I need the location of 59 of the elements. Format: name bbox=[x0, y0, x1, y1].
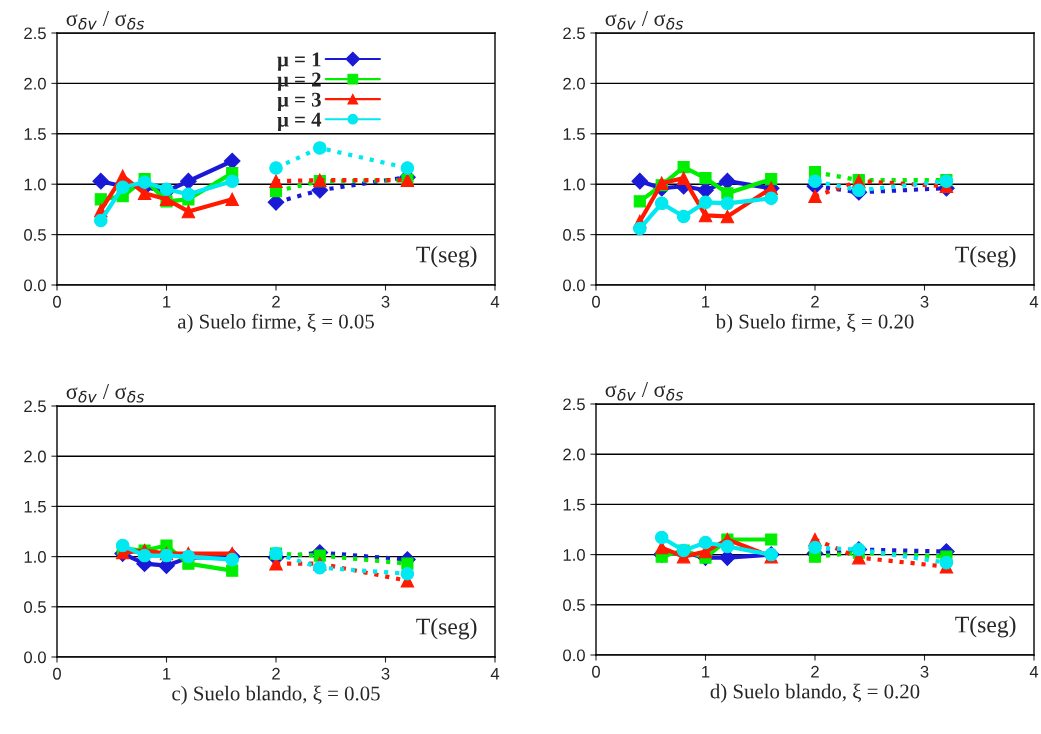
x-tick-label: 0 bbox=[53, 667, 61, 680]
y-tick-label: 0.0 bbox=[24, 651, 46, 664]
y-tick-label: 1.0 bbox=[24, 551, 46, 563]
y-tick-label: 0.5 bbox=[563, 229, 585, 241]
y-tick-label: 0.5 bbox=[563, 599, 585, 611]
annotation: T(seg) bbox=[955, 245, 1016, 268]
y-axis-title: σ$_{δv}$ / σ$_{δs}$ bbox=[66, 384, 145, 403]
y-tick-label: 2.0 bbox=[24, 77, 46, 90]
x-tick-label: 3 bbox=[381, 667, 390, 680]
x-tick-label: 1 bbox=[163, 668, 171, 680]
y-tick-label: 2.5 bbox=[24, 400, 46, 413]
y-tick-label: 0.0 bbox=[24, 279, 46, 292]
x-tick-label: 2 bbox=[272, 667, 280, 680]
x-tick-label: 1 bbox=[163, 296, 171, 308]
annotation: T(seg) bbox=[955, 615, 1016, 638]
x-tick-label: 0 bbox=[592, 665, 600, 678]
y-tick-label: 1.0 bbox=[563, 549, 585, 561]
y-tick-label: 0.0 bbox=[563, 649, 585, 662]
annotation: T(seg) bbox=[416, 617, 477, 640]
y-tick-label: 1.5 bbox=[24, 500, 46, 513]
y-axis-title: σ$_{δv}$ / σ$_{δs}$ bbox=[605, 382, 684, 401]
legend-label: μ = 4 bbox=[277, 112, 322, 131]
y-tick-label: 2.5 bbox=[24, 27, 46, 40]
x-axis-title: c) Suelo blando, ξ = 0.05 bbox=[172, 685, 380, 705]
x-tick-label: 4 bbox=[1029, 296, 1039, 308]
x-tick-label: 1 bbox=[702, 296, 710, 308]
legend-label: μ = 1 bbox=[277, 52, 321, 71]
y-tick-label: 2.0 bbox=[24, 450, 46, 463]
y-tick-label: 0.5 bbox=[24, 601, 46, 613]
y-tick-label: 0.0 bbox=[563, 279, 585, 292]
legend-label: μ = 3 bbox=[277, 92, 321, 111]
x-tick-label: 2 bbox=[272, 295, 280, 308]
x-tick-label: 3 bbox=[920, 295, 929, 308]
y-tick-label: 1.5 bbox=[563, 498, 585, 511]
y-tick-label: 1.0 bbox=[563, 178, 585, 191]
x-tick-label: 2 bbox=[811, 295, 819, 308]
y-axis-title: σ$_{δv}$ / σ$_{δs}$ bbox=[66, 11, 145, 30]
x-axis-title: a) Suelo firme, ξ = 0.05 bbox=[177, 313, 374, 333]
y-tick-label: 1.5 bbox=[24, 128, 46, 140]
x-tick-label: 0 bbox=[53, 295, 61, 308]
x-tick-label: 0 bbox=[592, 295, 600, 308]
x-tick-label: 4 bbox=[490, 296, 500, 308]
y-tick-label: 1.5 bbox=[563, 128, 585, 140]
y-tick-label: 2.0 bbox=[563, 77, 585, 90]
x-tick-label: 3 bbox=[920, 665, 929, 678]
y-axis-title: σ$_{δv}$ / σ$_{δs}$ bbox=[605, 11, 684, 30]
x-tick-label: 2 bbox=[811, 665, 819, 678]
y-tick-label: 2.0 bbox=[563, 448, 585, 461]
y-tick-label: 1.0 bbox=[24, 178, 46, 191]
x-tick-label: 3 bbox=[381, 295, 390, 308]
y-tick-label: 2.5 bbox=[563, 398, 585, 411]
y-tick-label: 2.5 bbox=[563, 27, 585, 40]
x-axis-title: b) Suelo firme, ξ = 0.20 bbox=[715, 313, 914, 333]
x-tick-label: 4 bbox=[1029, 666, 1039, 678]
x-tick-label: 1 bbox=[702, 666, 710, 678]
x-tick-label: 4 bbox=[490, 668, 500, 680]
x-axis-title: d) Suelo blando, ξ = 0.20 bbox=[710, 683, 920, 703]
y-tick-label: 0.5 bbox=[24, 229, 46, 241]
annotation: T(seg) bbox=[416, 245, 477, 268]
